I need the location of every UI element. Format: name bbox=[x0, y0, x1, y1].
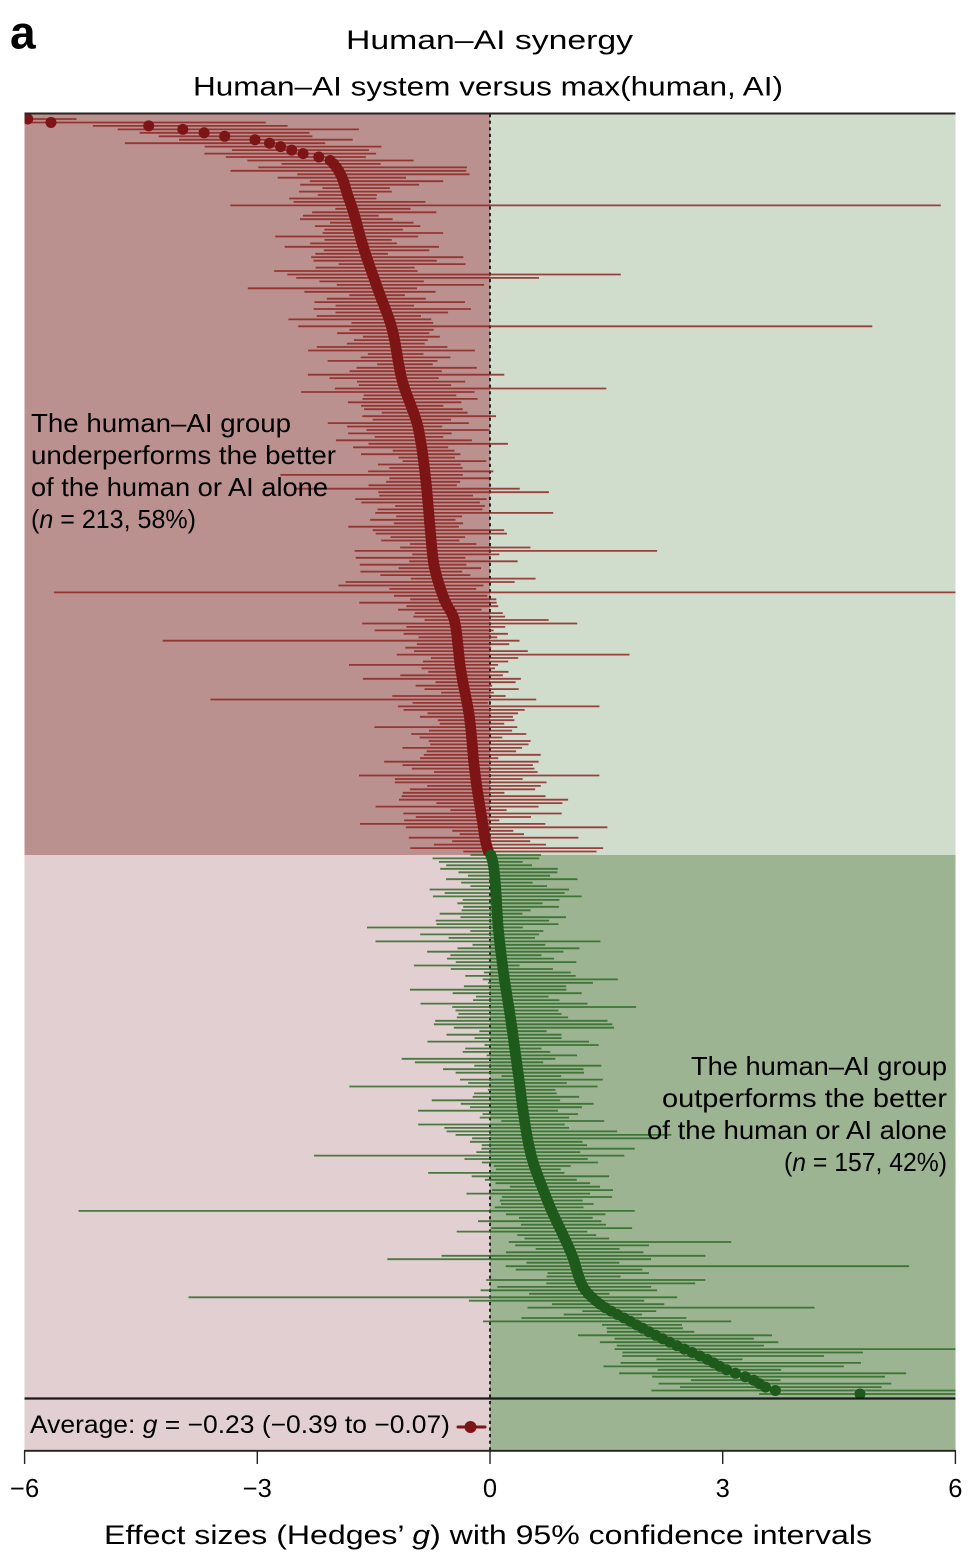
svg-text:of the human or AI alone: of the human or AI alone bbox=[31, 472, 328, 502]
svg-text:Average: g = −0.23 (−0.39 to −: Average: g = −0.23 (−0.39 to −0.07) bbox=[30, 1411, 450, 1439]
svg-text:The human–AI group: The human–AI group bbox=[691, 1051, 947, 1081]
svg-text:Effect sizes (Hedges’ g) with: Effect sizes (Hedges’ g) with 95% confid… bbox=[104, 1520, 872, 1550]
svg-text:−6: −6 bbox=[10, 1475, 39, 1503]
svg-text:(n = 213, 58%): (n = 213, 58%) bbox=[31, 504, 196, 534]
svg-text:of the human or AI alone: of the human or AI alone bbox=[647, 1115, 947, 1145]
svg-text:6: 6 bbox=[948, 1475, 962, 1503]
svg-text:(n = 157, 42%): (n = 157, 42%) bbox=[784, 1147, 947, 1177]
svg-text:Human–AI synergy: Human–AI synergy bbox=[346, 25, 634, 55]
svg-text:−3: −3 bbox=[243, 1475, 272, 1503]
svg-text:0: 0 bbox=[483, 1475, 497, 1503]
svg-text:Human–AI system versus max(hum: Human–AI system versus max(human, AI) bbox=[193, 72, 783, 102]
svg-text:a: a bbox=[10, 7, 36, 59]
svg-text:outperforms the better: outperforms the better bbox=[662, 1083, 947, 1113]
svg-text:3: 3 bbox=[716, 1475, 730, 1503]
svg-text:The human–AI group: The human–AI group bbox=[31, 408, 291, 438]
svg-text:underperforms the better: underperforms the better bbox=[31, 440, 336, 470]
